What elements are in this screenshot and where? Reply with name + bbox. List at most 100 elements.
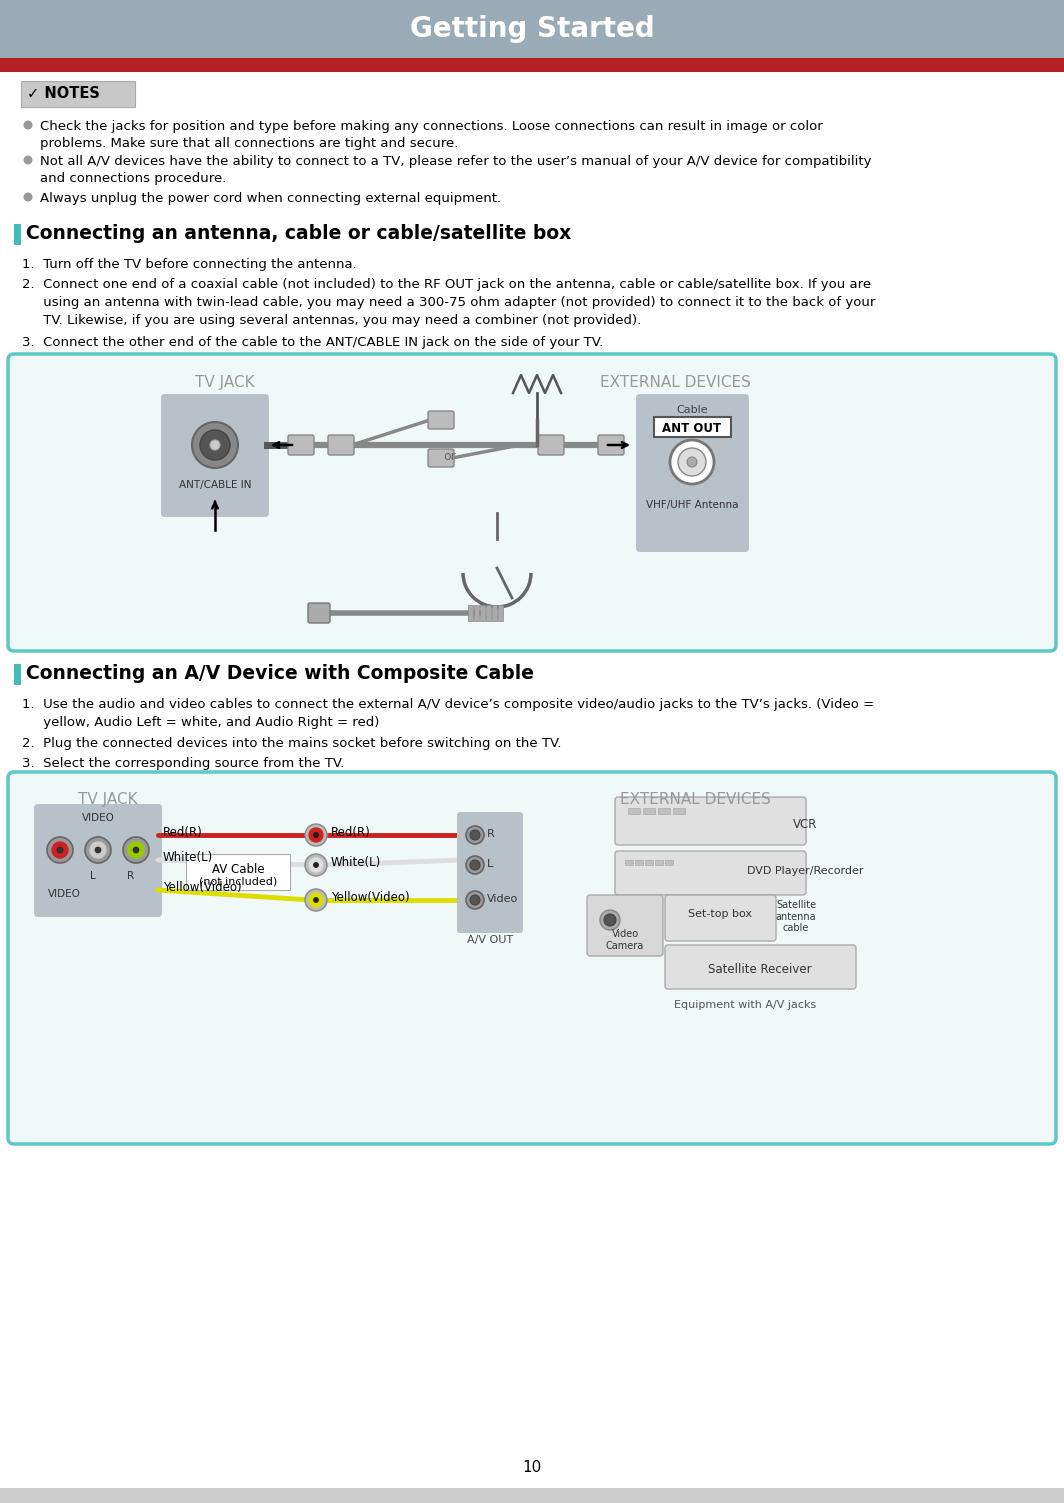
Text: Video: Video [487, 894, 518, 903]
Circle shape [687, 457, 697, 467]
Bar [473, 606, 479, 621]
Text: Check the jacks for position and type before making any connections. Loose conne: Check the jacks for position and type be… [40, 120, 822, 132]
Text: White(L): White(L) [331, 857, 381, 869]
Text: TV JACK: TV JACK [195, 376, 254, 389]
Text: ANT OUT: ANT OUT [663, 421, 721, 434]
Text: Cable: Cable [677, 404, 708, 415]
Text: TV JACK: TV JACK [78, 792, 137, 807]
Text: AV Cable: AV Cable [212, 863, 264, 876]
FancyBboxPatch shape [21, 81, 135, 107]
Bar [0, 1488, 1064, 1503]
Text: Equipment with A/V jacks: Equipment with A/V jacks [674, 999, 816, 1010]
Circle shape [47, 837, 73, 863]
Circle shape [128, 842, 144, 858]
FancyBboxPatch shape [9, 773, 1055, 1144]
Text: ANT/CABLE IN: ANT/CABLE IN [179, 479, 251, 490]
Circle shape [604, 914, 616, 926]
Text: Set-top box: Set-top box [688, 909, 752, 918]
Text: L: L [487, 860, 494, 869]
Circle shape [670, 440, 714, 484]
FancyBboxPatch shape [538, 434, 564, 455]
Text: Red(R): Red(R) [163, 827, 203, 839]
Text: and connections procedure.: and connections procedure. [40, 171, 227, 185]
Circle shape [314, 863, 318, 867]
Circle shape [23, 120, 33, 129]
Bar [674, 809, 685, 815]
Bar [14, 664, 21, 685]
Circle shape [470, 830, 480, 840]
Circle shape [133, 848, 139, 854]
Circle shape [309, 828, 323, 842]
Circle shape [200, 430, 230, 460]
Text: 10: 10 [522, 1459, 542, 1474]
FancyBboxPatch shape [307, 603, 330, 624]
FancyBboxPatch shape [598, 434, 624, 455]
Bar [14, 224, 21, 245]
Circle shape [210, 440, 220, 449]
Text: Red(R): Red(R) [331, 827, 370, 839]
Bar [480, 606, 485, 621]
Circle shape [466, 857, 484, 875]
Text: VHF/UHF Antenna: VHF/UHF Antenna [646, 500, 738, 510]
Bar [645, 860, 653, 866]
Text: 2.  Plug the connected devices into the mains socket before switching on the TV.: 2. Plug the connected devices into the m… [22, 736, 562, 750]
FancyBboxPatch shape [615, 851, 807, 894]
Circle shape [57, 848, 63, 854]
Text: Always unplug the power cord when connecting external equipment.: Always unplug the power cord when connec… [40, 192, 501, 204]
Text: Yellow(Video): Yellow(Video) [331, 891, 410, 903]
Text: 3.  Select the corresponding source from the TV.: 3. Select the corresponding source from … [22, 758, 345, 770]
Text: TV. Likewise, if you are using several antennas, you may need a combiner (not pr: TV. Likewise, if you are using several a… [22, 314, 642, 328]
Circle shape [305, 854, 327, 876]
Circle shape [23, 155, 33, 164]
Text: VCR: VCR [793, 818, 817, 831]
FancyBboxPatch shape [636, 394, 749, 552]
Bar [655, 860, 663, 866]
FancyBboxPatch shape [458, 812, 523, 933]
Bar [486, 606, 491, 621]
Circle shape [678, 448, 706, 476]
FancyBboxPatch shape [587, 894, 663, 956]
Text: R: R [128, 872, 134, 881]
Circle shape [314, 833, 318, 837]
Bar [0, 59, 1064, 72]
Text: EXTERNAL DEVICES: EXTERNAL DEVICES [620, 792, 771, 807]
Circle shape [470, 894, 480, 905]
Text: Yellow(Video): Yellow(Video) [163, 881, 242, 894]
Text: EXTERNAL DEVICES: EXTERNAL DEVICES [600, 376, 751, 389]
FancyBboxPatch shape [615, 797, 807, 845]
Circle shape [309, 893, 323, 906]
Bar [628, 809, 641, 815]
Bar [665, 860, 674, 866]
FancyBboxPatch shape [9, 355, 1055, 651]
Circle shape [95, 848, 101, 854]
Text: A/V OUT: A/V OUT [467, 935, 513, 945]
FancyBboxPatch shape [665, 894, 776, 941]
Text: Satellite Receiver: Satellite Receiver [709, 963, 812, 975]
FancyBboxPatch shape [428, 449, 454, 467]
Circle shape [314, 897, 318, 902]
Circle shape [52, 842, 68, 858]
Circle shape [85, 837, 111, 863]
Bar [635, 860, 643, 866]
Text: yellow, Audio Left = white, and Audio Right = red): yellow, Audio Left = white, and Audio Ri… [22, 715, 380, 729]
Text: L: L [90, 872, 96, 881]
Text: problems. Make sure that all connections are tight and secure.: problems. Make sure that all connections… [40, 137, 459, 150]
FancyBboxPatch shape [288, 434, 314, 455]
Text: 1.  Turn off the TV before connecting the antenna.: 1. Turn off the TV before connecting the… [22, 259, 356, 271]
Circle shape [23, 192, 33, 201]
Circle shape [305, 888, 327, 911]
Text: Connecting an antenna, cable or cable/satellite box: Connecting an antenna, cable or cable/sa… [26, 224, 571, 243]
Bar [654, 416, 731, 437]
Circle shape [305, 824, 327, 846]
Bar [468, 606, 473, 621]
Circle shape [192, 422, 238, 467]
Text: R: R [487, 830, 495, 839]
Text: Video
Camera: Video Camera [605, 929, 644, 951]
FancyBboxPatch shape [665, 945, 857, 989]
Text: DVD Player/Recorder: DVD Player/Recorder [747, 866, 863, 876]
Circle shape [309, 858, 323, 872]
FancyBboxPatch shape [428, 410, 454, 428]
Text: using an antenna with twin-lead cable, you may need a 300-75 ohm adapter (not pr: using an antenna with twin-lead cable, y… [22, 296, 876, 310]
Circle shape [470, 860, 480, 870]
Text: VIDEO: VIDEO [82, 813, 115, 824]
